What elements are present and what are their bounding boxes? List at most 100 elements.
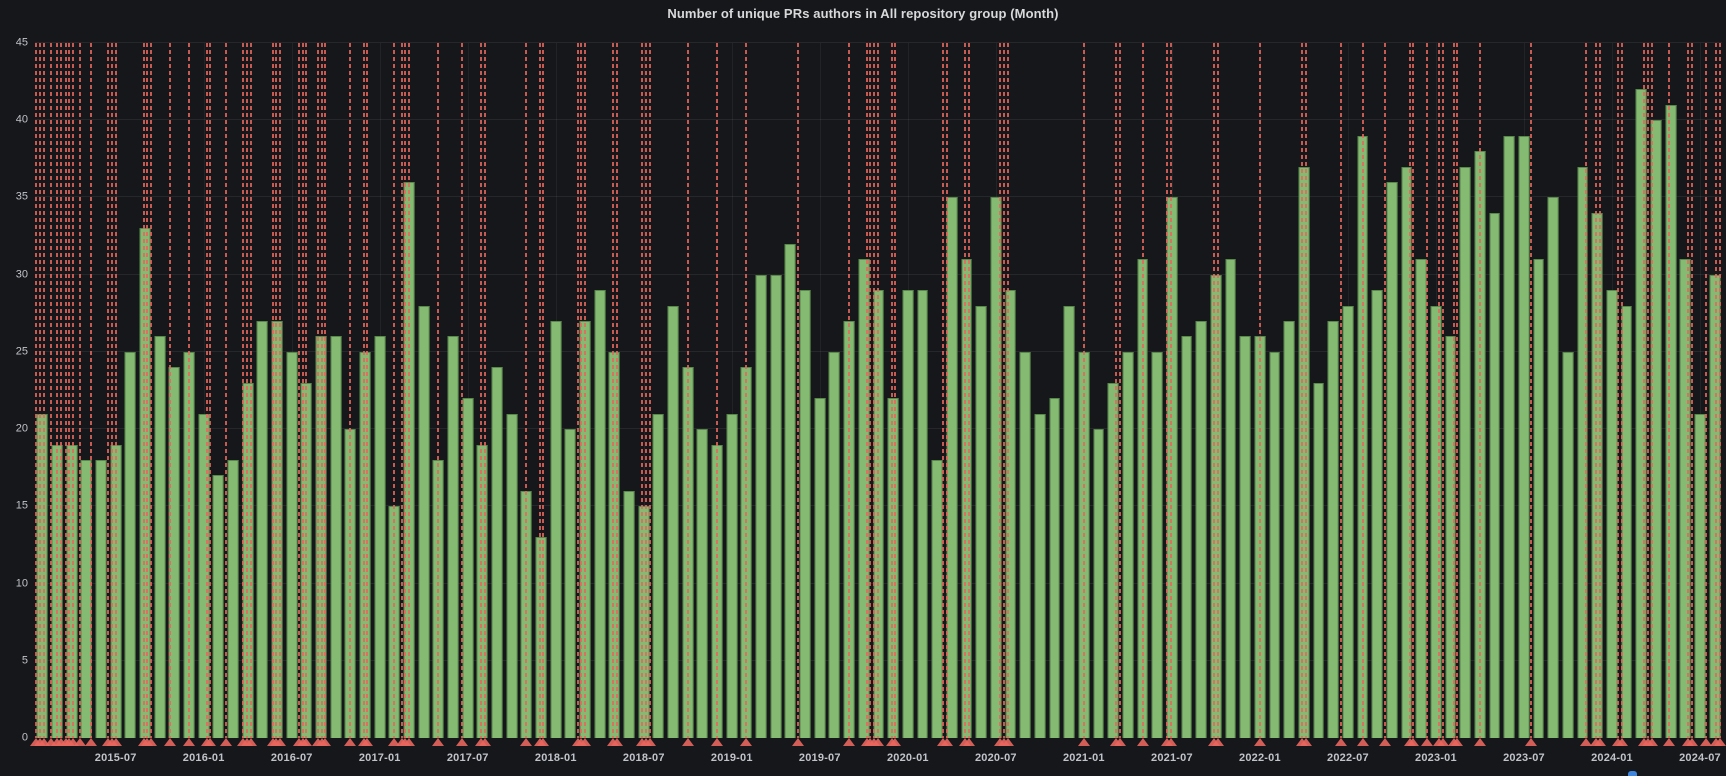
bar[interactable]: [1518, 135, 1530, 738]
bar[interactable]: [1225, 259, 1236, 738]
annotation-marker[interactable]: [1407, 738, 1420, 746]
annotation-marker[interactable]: [1421, 738, 1434, 746]
bar[interactable]: [124, 351, 136, 738]
annotation-marker[interactable]: [1113, 738, 1126, 746]
annotation-marker[interactable]: [1593, 738, 1606, 746]
annotation-marker[interactable]: [244, 738, 257, 746]
bar[interactable]: [506, 413, 518, 738]
bar[interactable]: [154, 336, 166, 738]
bar[interactable]: [565, 429, 576, 738]
annotation-marker[interactable]: [67, 738, 80, 746]
bar[interactable]: [36, 413, 48, 738]
bar[interactable]: [1107, 382, 1119, 738]
bar[interactable]: [1093, 429, 1104, 738]
annotation-marker[interactable]: [403, 738, 416, 746]
bar[interactable]: [1371, 290, 1383, 738]
bar[interactable]: [1635, 89, 1647, 738]
annotation-marker[interactable]: [1451, 738, 1464, 746]
bar[interactable]: [1034, 413, 1046, 738]
bar[interactable]: [667, 305, 679, 738]
bar[interactable]: [1181, 336, 1192, 738]
annotation-marker[interactable]: [1615, 738, 1628, 746]
annotation-marker[interactable]: [843, 738, 856, 746]
annotation-marker[interactable]: [109, 738, 122, 746]
annotation-marker[interactable]: [711, 738, 724, 746]
annotation-marker[interactable]: [791, 738, 804, 746]
bar[interactable]: [961, 259, 972, 738]
bar[interactable]: [1547, 197, 1559, 738]
bar[interactable]: [1049, 398, 1060, 738]
annotation-marker[interactable]: [163, 738, 176, 746]
bar[interactable]: [755, 274, 767, 738]
bar[interactable]: [697, 429, 708, 738]
bar[interactable]: [638, 506, 650, 738]
bar[interactable]: [917, 290, 928, 738]
bar[interactable]: [814, 398, 826, 738]
bar[interactable]: [330, 336, 342, 738]
annotation-marker[interactable]: [37, 738, 50, 746]
annotation-marker[interactable]: [1699, 738, 1712, 746]
bar[interactable]: [1195, 321, 1207, 738]
bar[interactable]: [359, 351, 371, 738]
annotation-marker[interactable]: [537, 738, 550, 746]
annotation-marker[interactable]: [344, 738, 357, 746]
bar[interactable]: [653, 413, 664, 738]
annotation-marker[interactable]: [940, 738, 953, 746]
bar[interactable]: [1533, 259, 1545, 738]
annotation-marker[interactable]: [1334, 738, 1347, 746]
annotation-marker[interactable]: [520, 738, 533, 746]
bar[interactable]: [785, 243, 796, 738]
annotation-marker[interactable]: [1165, 738, 1178, 746]
annotation-marker[interactable]: [610, 738, 623, 746]
bar[interactable]: [858, 259, 870, 738]
bar[interactable]: [1415, 259, 1427, 738]
bar[interactable]: [1577, 166, 1589, 738]
bar[interactable]: [1445, 336, 1457, 738]
bar[interactable]: [212, 475, 224, 738]
bar[interactable]: [1401, 166, 1413, 738]
bar[interactable]: [1151, 351, 1163, 738]
bar[interactable]: [491, 367, 503, 738]
bar[interactable]: [931, 460, 943, 738]
bar[interactable]: [139, 228, 151, 738]
annotation-marker[interactable]: [1473, 738, 1486, 746]
bar[interactable]: [95, 460, 107, 738]
bar[interactable]: [1283, 321, 1295, 738]
annotation-marker[interactable]: [74, 738, 87, 746]
bar[interactable]: [726, 413, 738, 738]
annotation-marker[interactable]: [962, 738, 975, 746]
annotation-marker[interactable]: [1378, 738, 1391, 746]
annotation-marker[interactable]: [183, 738, 196, 746]
bar[interactable]: [1342, 305, 1354, 738]
annotation-marker[interactable]: [740, 738, 753, 746]
bar[interactable]: [550, 321, 562, 738]
annotation-marker[interactable]: [681, 738, 694, 746]
bar[interactable]: [286, 351, 298, 738]
annotation-marker[interactable]: [1136, 738, 1149, 746]
annotation-marker[interactable]: [84, 738, 97, 746]
annotation-marker[interactable]: [1356, 738, 1369, 746]
bar[interactable]: [1386, 182, 1398, 738]
bar[interactable]: [1269, 351, 1280, 738]
bar[interactable]: [1606, 290, 1618, 738]
bar[interactable]: [1459, 166, 1471, 738]
bar[interactable]: [1327, 321, 1339, 738]
bar[interactable]: [535, 537, 547, 738]
bar[interactable]: [1313, 382, 1324, 738]
annotation-marker[interactable]: [1436, 738, 1449, 746]
annotation-marker[interactable]: [1663, 738, 1676, 746]
bar[interactable]: [1122, 351, 1134, 738]
annotation-marker[interactable]: [1300, 738, 1313, 746]
panel-title[interactable]: Number of unique PRs authors in All repo…: [667, 6, 1059, 21]
bar[interactable]: [256, 321, 268, 738]
bar[interactable]: [1503, 135, 1515, 738]
bar[interactable]: [476, 444, 488, 738]
bar[interactable]: [902, 290, 914, 738]
annotation-marker[interactable]: [1685, 738, 1698, 746]
annotation-marker[interactable]: [478, 738, 491, 746]
bar[interactable]: [418, 305, 430, 738]
annotation-marker[interactable]: [300, 738, 313, 746]
bar[interactable]: [1694, 413, 1706, 738]
bar[interactable]: [1591, 212, 1603, 738]
bar[interactable]: [975, 305, 987, 738]
